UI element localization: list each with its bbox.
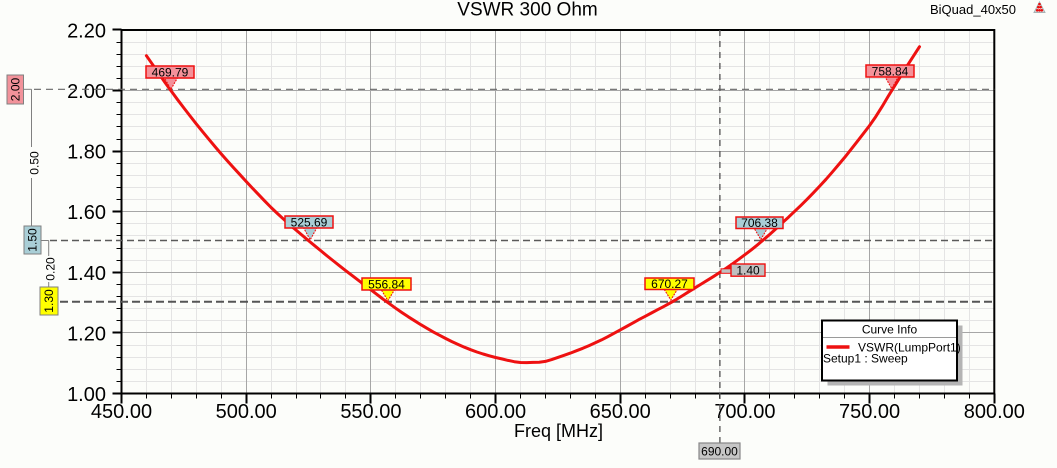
svg-text:2.20: 2.20 — [67, 21, 106, 43]
svg-text:600.00: 600.00 — [465, 401, 526, 423]
svg-text:758.84: 758.84 — [872, 64, 909, 78]
svg-text:0.20: 0.20 — [44, 257, 58, 281]
svg-text:1.40: 1.40 — [67, 263, 106, 285]
svg-text:500.00: 500.00 — [216, 401, 277, 423]
svg-text:800.00: 800.00 — [964, 401, 1025, 423]
svg-text:690.00: 690.00 — [701, 445, 738, 459]
svg-text:1.40: 1.40 — [736, 264, 760, 278]
svg-text:650.00: 650.00 — [590, 401, 651, 423]
svg-text:2.00: 2.00 — [8, 77, 22, 101]
svg-text:Curve Info: Curve Info — [862, 323, 918, 337]
svg-text:706.38: 706.38 — [741, 216, 778, 230]
svg-text:550.00: 550.00 — [340, 401, 401, 423]
svg-text:2.00: 2.00 — [67, 81, 106, 103]
svg-text:VSWR(LumpPort1): VSWR(LumpPort1) — [858, 341, 961, 355]
svg-text:525.69: 525.69 — [291, 215, 328, 229]
svg-text:Setup1 : Sweep: Setup1 : Sweep — [823, 352, 908, 366]
svg-text:1.60: 1.60 — [67, 202, 106, 224]
svg-text:670.27: 670.27 — [651, 277, 688, 291]
svg-text:0.50: 0.50 — [28, 151, 42, 175]
svg-text:556.84: 556.84 — [368, 277, 405, 291]
svg-text:1.30: 1.30 — [42, 289, 56, 313]
svg-text:469.79: 469.79 — [152, 65, 189, 79]
svg-text:VSWR 300 Ohm: VSWR 300 Ohm — [457, 0, 597, 21]
svg-text:750.00: 750.00 — [839, 401, 900, 423]
svg-text:1.00: 1.00 — [67, 384, 106, 406]
svg-text:BiQuad_40x50: BiQuad_40x50 — [930, 2, 1016, 17]
svg-text:Freq [MHz]: Freq [MHz] — [514, 421, 603, 441]
svg-text:1.80: 1.80 — [67, 142, 106, 164]
svg-text:700.00: 700.00 — [714, 401, 775, 423]
svg-text:1.50: 1.50 — [26, 228, 40, 252]
svg-text:1.20: 1.20 — [67, 323, 106, 345]
svg-text:450.00: 450.00 — [91, 401, 152, 423]
